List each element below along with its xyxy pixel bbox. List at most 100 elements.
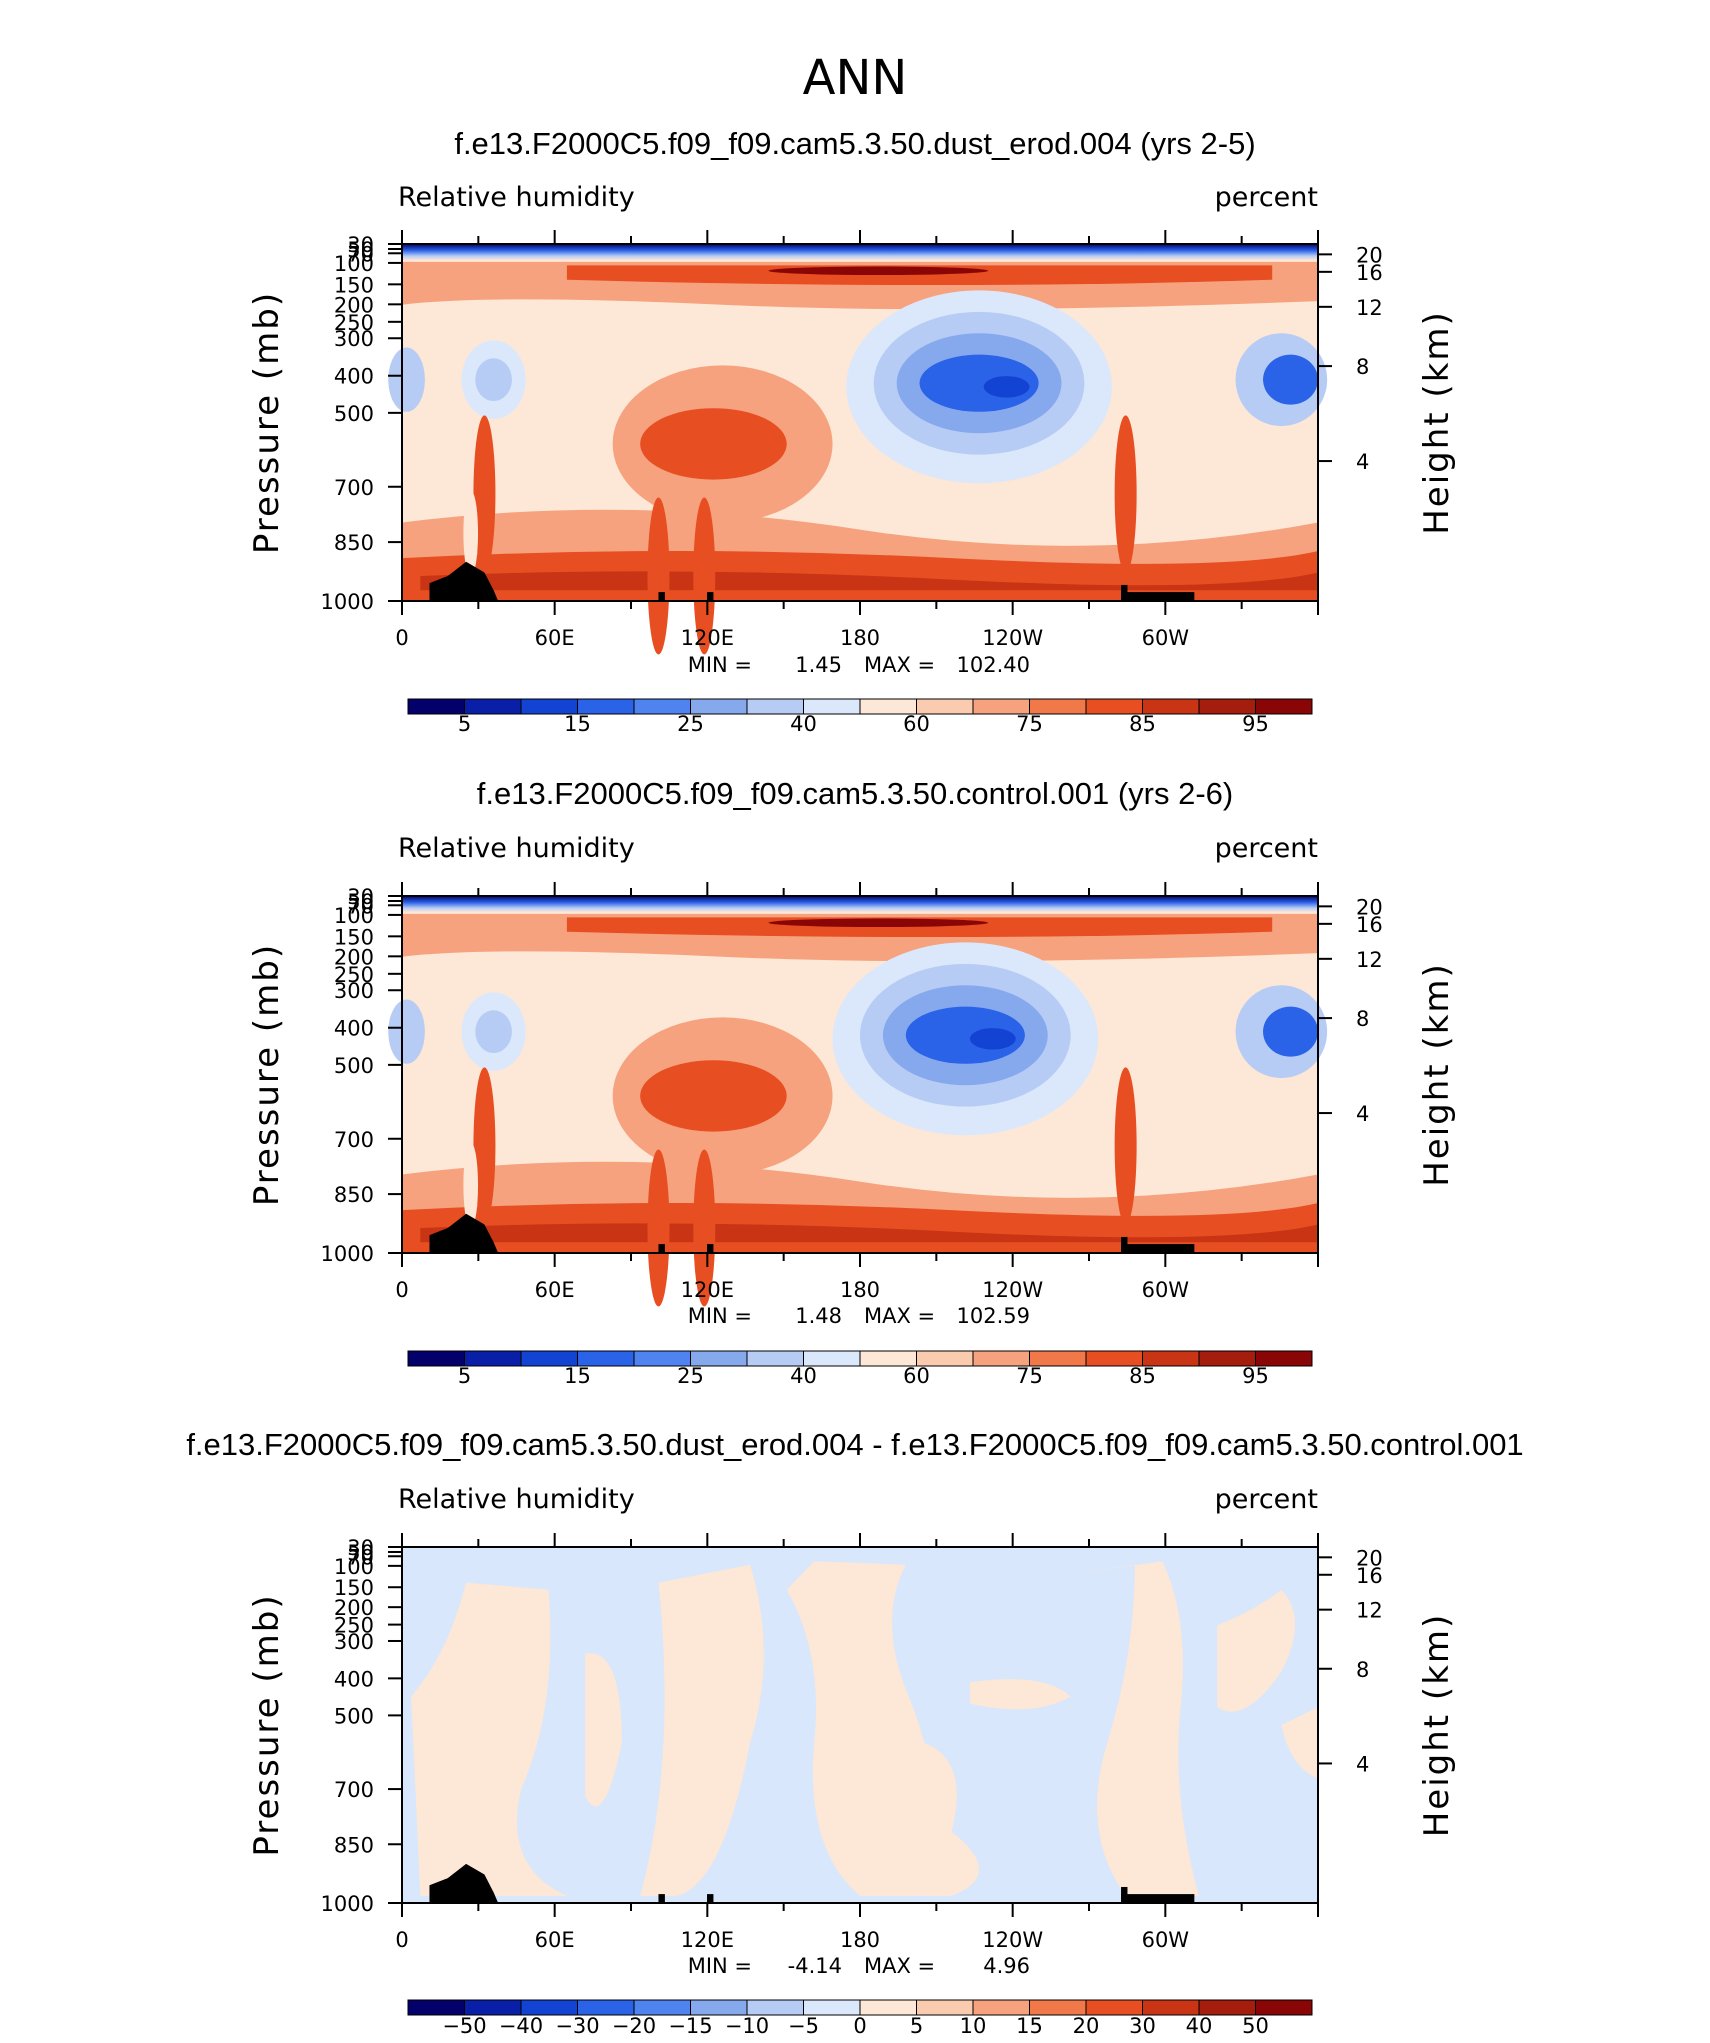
- y-tick-label-pressure: 200: [334, 1596, 374, 1620]
- field-contour-tower: [473, 415, 496, 573]
- chart-panel: f.e13.F2000C5.f09_f09.cam5.3.50.dust_ero…: [186, 1427, 1523, 2038]
- topography-andes: [1121, 1244, 1195, 1253]
- colorbar-swatch: [803, 1999, 861, 2016]
- colorbar-swatch: [1255, 1350, 1313, 1367]
- y-tick-label-pressure: 100: [334, 1555, 374, 1579]
- colorbar-swatch: [633, 1999, 691, 2016]
- colorbar-label: −30: [555, 2014, 599, 2038]
- y-tick-label-pressure: 30: [347, 233, 374, 257]
- colorbar-swatch: [464, 1999, 522, 2016]
- diff-contour-positive: [1217, 1589, 1296, 1712]
- x-tick-label: 60E: [535, 1278, 575, 1302]
- colorbar-label: 95: [1242, 712, 1269, 736]
- y-tick-label-height: 4: [1356, 1752, 1369, 1776]
- topography-andes: [1121, 592, 1195, 601]
- x-tick-label: 120W: [982, 1278, 1043, 1302]
- field-contour-dry-west-core: [475, 1010, 512, 1054]
- topography-africa: [429, 561, 499, 601]
- y-tick-label-pressure: 70: [347, 1545, 374, 1569]
- colorbar-swatch: [1029, 1999, 1087, 2016]
- y-tick-label-height: 4: [1356, 450, 1369, 474]
- colorbar-swatch: [1198, 1999, 1256, 2016]
- variable-label: Relative humidity: [398, 1484, 635, 1515]
- min-label: MIN =: [688, 1304, 752, 1328]
- diff-contour-positive: [1061, 1561, 1199, 1896]
- y-tick-label-pressure: 50: [347, 238, 374, 262]
- y-tick-label-pressure: 850: [334, 531, 374, 555]
- max-value: 4.96: [983, 1954, 1030, 1978]
- y-tick-label-pressure: 300: [334, 979, 374, 1003]
- y-tick-label-pressure: 70: [347, 894, 374, 918]
- max-value: 102.59: [957, 1304, 1030, 1328]
- max-label: MAX =: [864, 653, 935, 677]
- contour-field: [388, 244, 1328, 655]
- topography-africa: [429, 1213, 499, 1253]
- field-contour-dry-min: [969, 1028, 1016, 1050]
- field-contour-plume-core: [640, 408, 787, 480]
- y-tick-label-height: 16: [1356, 913, 1383, 937]
- colorbar-swatch: [1085, 1999, 1143, 2016]
- colorbar-label: 15: [1016, 2014, 1043, 2038]
- y-tick-label-pressure: 700: [334, 476, 374, 500]
- y-tick-label-pressure: 1000: [321, 1242, 374, 1266]
- x-tick-label: 60W: [1142, 1278, 1190, 1302]
- colorbar-swatch: [464, 1350, 522, 1367]
- colorbar-label: 30: [1129, 2014, 1156, 2038]
- topography-island: [658, 1894, 665, 1903]
- field-contour-upper-max: [768, 266, 989, 276]
- topography-island: [658, 1244, 665, 1253]
- y-tick-label-height: 16: [1356, 261, 1383, 285]
- y-tick-label-height: 8: [1356, 355, 1369, 379]
- max-label: MAX =: [864, 1304, 935, 1328]
- colorbar-swatch: [520, 1999, 578, 2016]
- field-contour-dry-edge: [388, 999, 425, 1064]
- y-tick-label-height: 8: [1356, 1658, 1369, 1682]
- field-contour-tower: [693, 1149, 716, 1307]
- y-axis-title-left: Pressure (mb): [247, 943, 287, 1206]
- x-tick-label: 180: [840, 1928, 880, 1952]
- colorbar-swatch: [1255, 1999, 1313, 2016]
- y-tick-label-height: 4: [1356, 1102, 1369, 1126]
- colorbar-label: 20: [1073, 2014, 1100, 2038]
- colorbar-label: 50: [1242, 2014, 1269, 2038]
- y-tick-label-pressure: 100: [334, 252, 374, 276]
- colorbar-label: 15: [564, 1364, 591, 1388]
- y-tick-label-pressure: 1000: [321, 590, 374, 614]
- max-label: MAX =: [864, 1954, 935, 1978]
- x-tick-label: 120W: [982, 1928, 1043, 1952]
- field-contour-tower: [1114, 1067, 1137, 1225]
- colorbar-label: 85: [1129, 712, 1156, 736]
- field-contour-upper-max: [768, 918, 989, 928]
- diff-contour-positive: [924, 1742, 980, 1896]
- field-contour-stratosphere: [402, 244, 1318, 261]
- topography-andes-peak: [1121, 584, 1128, 601]
- field-contour-dry-core: [905, 1006, 1025, 1064]
- y-tick-label-height: 8: [1356, 1007, 1369, 1031]
- diff-contour-positive: [640, 1564, 764, 1896]
- y-tick-label-pressure: 200: [334, 945, 374, 969]
- colorbar-swatch: [577, 1999, 635, 2016]
- x-tick-label: 60W: [1142, 626, 1190, 650]
- x-tick-label: 60E: [535, 626, 575, 650]
- colorbar-label: 75: [1016, 712, 1043, 736]
- y-tick-label-pressure: 250: [334, 963, 374, 987]
- x-tick-label: 120W: [982, 626, 1043, 650]
- min-label: MIN =: [688, 1954, 752, 1978]
- topography-island: [658, 592, 665, 601]
- x-tick-label: 120E: [681, 1928, 734, 1952]
- colorbar-label: 25: [677, 1364, 704, 1388]
- min-value: 1.45: [795, 653, 842, 677]
- y-tick-label-height: 20: [1356, 1546, 1383, 1570]
- x-tick-label: 60E: [535, 1928, 575, 1952]
- colorbar-swatch: [407, 698, 465, 715]
- y-tick-label-pressure: 850: [334, 1833, 374, 1857]
- field-contour-dry-west-core: [475, 358, 512, 402]
- colorbar-swatch: [407, 1350, 465, 1367]
- topography-africa: [429, 1863, 499, 1903]
- y-axis-title-right: Height (km): [1417, 1613, 1457, 1838]
- field-contour-dry-core: [919, 354, 1039, 412]
- field-contour-tower: [647, 1149, 670, 1307]
- y-tick-label-pressure: 700: [334, 1778, 374, 1802]
- panel-title: f.e13.F2000C5.f09_f09.cam5.3.50.control.…: [477, 776, 1234, 811]
